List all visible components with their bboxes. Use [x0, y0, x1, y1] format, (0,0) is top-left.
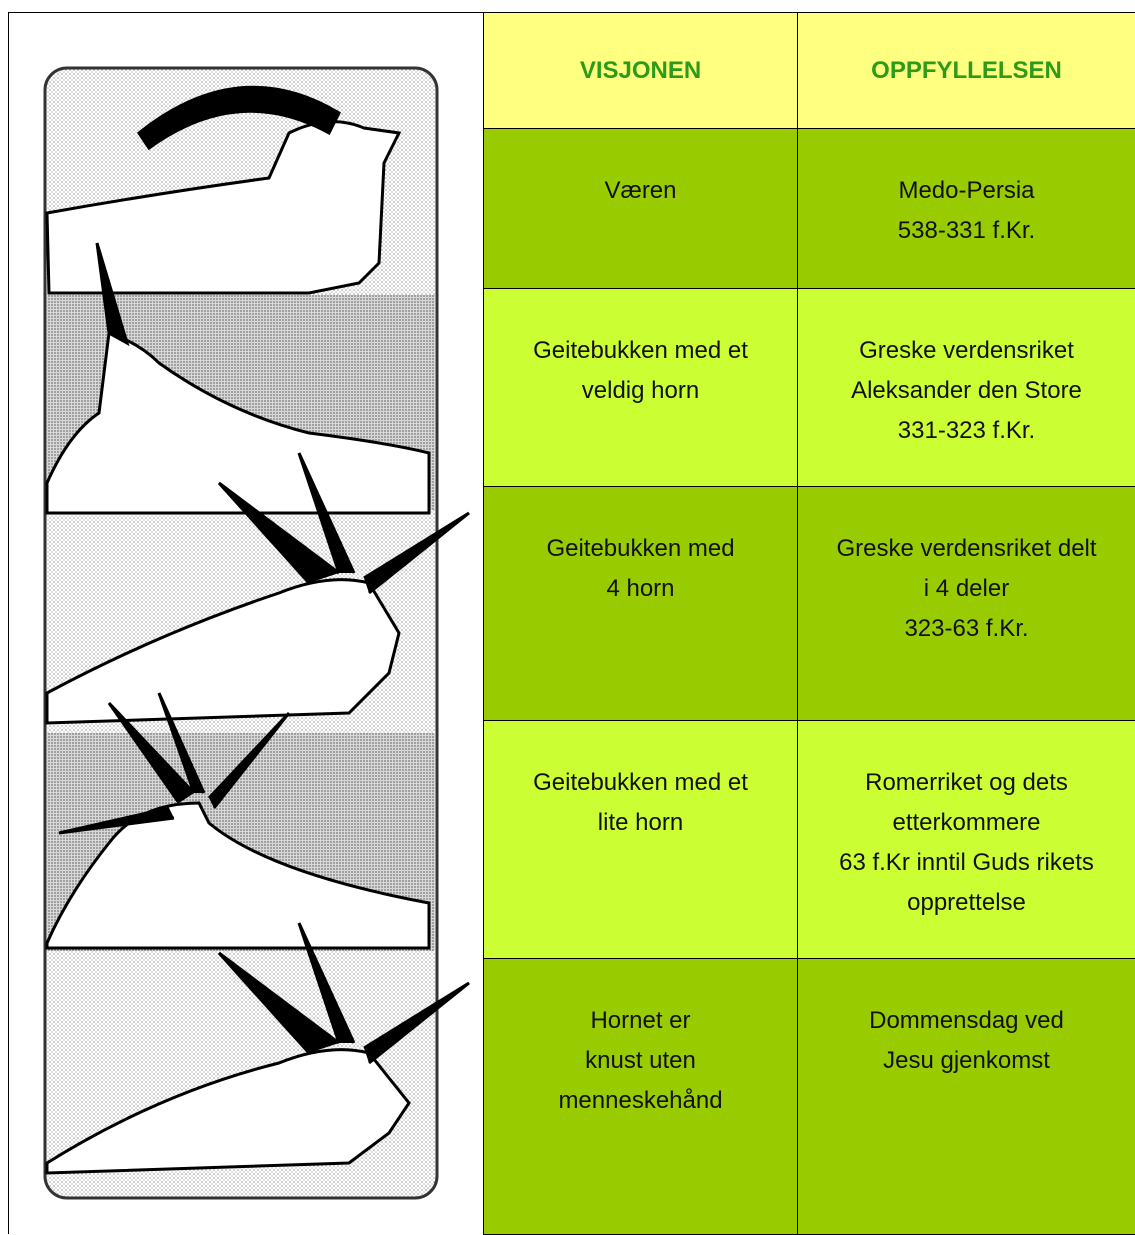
cell-line: Geitebukken med et	[488, 331, 793, 371]
cell-line: 63 f.Kr inntil Guds rikets	[802, 843, 1131, 883]
header-row: VISJONEN OPPFYLLELSEN	[484, 13, 1135, 129]
cell-line: Jesu gjenkomst	[802, 1041, 1131, 1081]
cell-line: Romerriket og dets	[802, 763, 1131, 803]
table-cell: Væren	[484, 129, 798, 289]
cell-line: i 4 deler	[802, 569, 1131, 609]
cell-line: etterkommere	[802, 803, 1131, 843]
header-cell: OPPFYLLELSEN	[798, 13, 1135, 129]
cell-line: Dommensdag ved	[802, 1001, 1131, 1041]
cell-line: lite horn	[488, 803, 793, 843]
cell-line: opprettelse	[802, 883, 1131, 923]
cell-line: Aleksander den Store	[802, 371, 1131, 411]
goat-illustration	[9, 13, 483, 1234]
cell-line: Greske verdensriket	[802, 331, 1131, 371]
cell-line: 323-63 f.Kr.	[802, 609, 1131, 649]
cell-line: 4 horn	[488, 569, 793, 609]
cell-line: 331-323 f.Kr.	[802, 411, 1131, 451]
cell-line: Væren	[488, 171, 793, 211]
cell-line: Geitebukken med et	[488, 763, 793, 803]
cell-line: Greske verdensriket delt	[802, 529, 1131, 569]
header-cell: VISJONEN	[484, 13, 798, 129]
cell-line: 538-331 f.Kr.	[802, 211, 1131, 251]
cell-line: Geitebukken med	[488, 529, 793, 569]
cell-line: Medo-Persia	[802, 171, 1131, 211]
cell-line: veldig horn	[488, 371, 793, 411]
cell-line: Hornet er	[488, 1001, 793, 1041]
cell-line: menneskehånd	[488, 1081, 793, 1121]
cell-line: knust uten	[488, 1041, 793, 1081]
